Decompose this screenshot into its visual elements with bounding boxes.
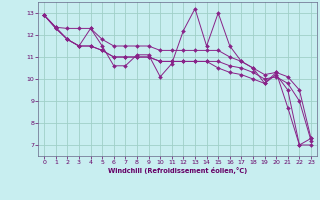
X-axis label: Windchill (Refroidissement éolien,°C): Windchill (Refroidissement éolien,°C) [108,167,247,174]
